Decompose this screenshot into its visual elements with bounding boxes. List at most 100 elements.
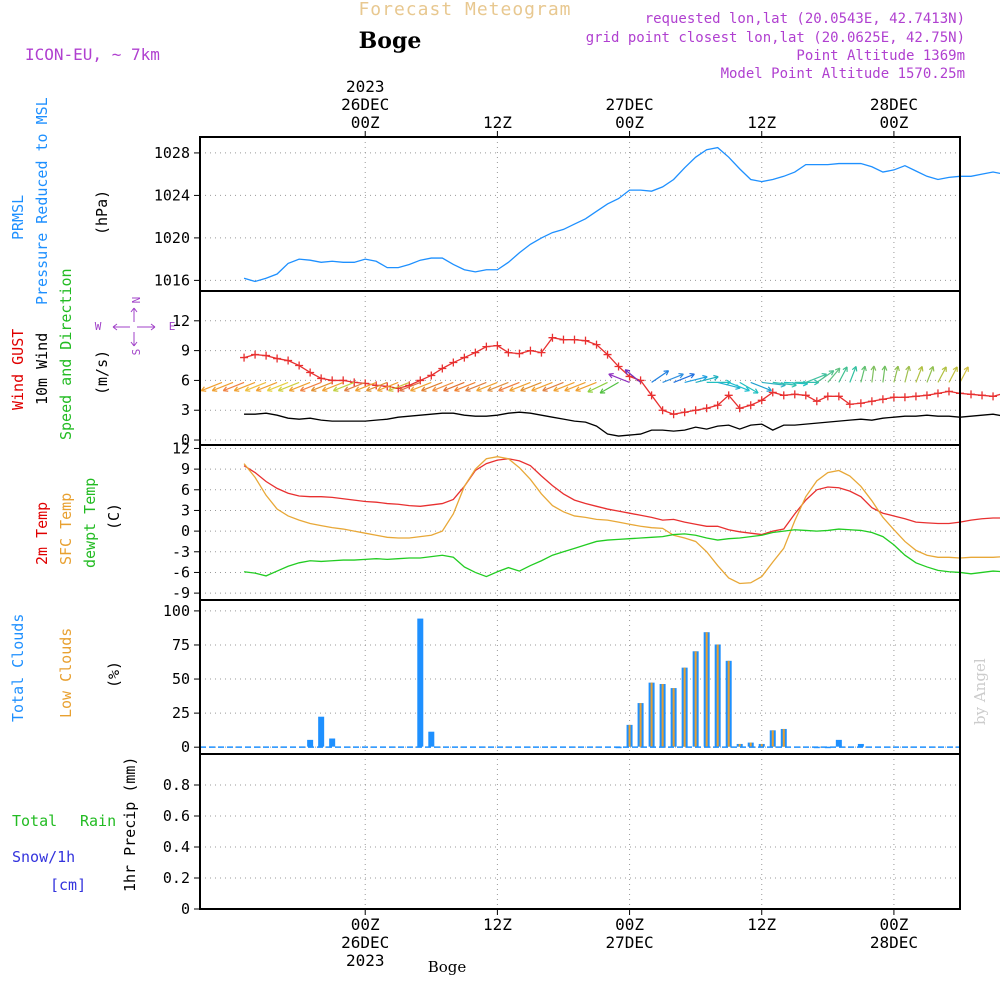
top-time-label: 12Z [747,113,776,132]
cloud-bar [307,739,314,747]
grid-point-coords: grid point closest lon,lat (20.0625E, 42… [586,30,965,46]
gust-marker [317,374,326,383]
label-prmsl: PRMSL [9,195,27,240]
cloud-bar [727,660,730,747]
wind-arrow-head [222,386,229,392]
y-tick-label: 0 [181,900,190,918]
cloud-bar [760,743,763,747]
y-tick-label: -3 [172,543,190,561]
gust-marker [306,368,315,377]
bottom-time-label: 27DEC [605,933,653,952]
gust-marker [823,392,832,401]
wind-arrow [871,365,875,383]
gust-marker [537,348,546,357]
gust-marker [647,391,656,400]
wind-arrow [355,381,377,392]
cloud-bar [705,632,708,747]
y-tick-label: 1020 [154,229,190,247]
clouds-panel: 0 25 50 75 100 [163,599,961,756]
top-time-label: 00Z [615,113,644,132]
series-line [243,456,1000,585]
wind-arrow-head [321,386,328,392]
station-name: Boge [359,28,422,54]
label-hpa: (hPa) [93,190,111,235]
wind-arrow [410,381,432,392]
wind-arrow [662,373,684,383]
wind-arrow-head [663,370,670,376]
y-tick-label: 3 [181,501,190,519]
wind-arrow [443,381,465,392]
y-tick-label: 50 [172,670,190,688]
wind-arrow-head [255,386,262,392]
panel-side-labels: PRMSL Pressure Reduced to MSL (hPa) Wind… [9,97,175,894]
y-tick-label: 0 [181,522,190,540]
label-pressure-msl: Pressure Reduced to MSL [33,97,51,305]
gust-marker [295,361,304,370]
wind-arrow [564,381,586,392]
wind-arrow [388,381,410,392]
wind-arrow-head [599,388,606,394]
wind-arrow [849,366,857,383]
wind-arrow [893,366,899,383]
gust-marker [273,354,282,363]
y-tick-label: 1028 [154,144,190,162]
gust-marker [735,404,744,413]
gust-marker [493,341,502,350]
top-time-label: 26DEC [341,95,389,114]
point-altitude: Point Altitude 1369m [796,48,965,64]
wind-arrow [553,381,575,392]
wind-arrow [926,366,934,383]
wind-arrow-head [905,365,911,372]
wind-arrow-head [200,386,207,392]
y-tick-label: 25 [172,704,190,722]
wind-panel: 0 3 6 9 12 [172,290,1000,449]
wind-arrow [234,381,256,392]
label-2m-temp: 2m Temp [33,502,51,565]
gust-marker [548,333,557,342]
wind-arrow [827,367,841,383]
compass-s: S [130,349,143,356]
cloud-bar [650,682,653,747]
gust-marker [251,350,260,359]
wind-arrow-head [310,386,317,392]
wind-arrow-head [587,387,593,393]
label-speed-direction: Speed and Direction [57,268,75,440]
wind-arrow [761,381,786,386]
y-tick-label: 0 [181,738,190,756]
wind-arrow-head [766,386,772,392]
wind-arrow-head [928,366,935,372]
wind-arrow [399,381,421,392]
wind-arrow-head [531,386,537,392]
watermark: by Angel [971,658,989,725]
series-line [243,528,1000,578]
compass-arrows [112,307,156,347]
wind-arrow-head [354,386,361,392]
wind-arrow-head [713,374,719,381]
gust-marker [471,348,480,357]
gust-marker [603,350,612,359]
y-tick-label: 0.6 [163,807,190,825]
gust-marker [592,340,601,349]
gust-marker [989,392,998,401]
wind-arrow-head [689,372,695,379]
cloud-bar [417,618,424,747]
cloud-bar [428,731,435,747]
gust-marker [856,399,865,408]
wind-arrow [651,370,669,383]
wind-arrow [256,381,278,392]
wind-arrow-head [266,386,273,392]
wind-arrow-head [421,386,427,392]
wind-arrow-head [894,365,900,372]
cloud-bar [749,742,752,747]
wind-arrow-head [678,372,684,379]
gust-marker [900,393,909,402]
gust-marker [504,348,513,357]
cloud-bar [683,667,686,747]
wind-arrow-head [851,366,858,372]
gust-marker [262,351,271,360]
cloud-bar [771,730,774,747]
y-tick-label: 1016 [154,271,190,289]
cloud-bar [628,724,631,747]
gust-marker [438,364,447,373]
label-sfc-temp: SFC Temp [57,493,75,565]
